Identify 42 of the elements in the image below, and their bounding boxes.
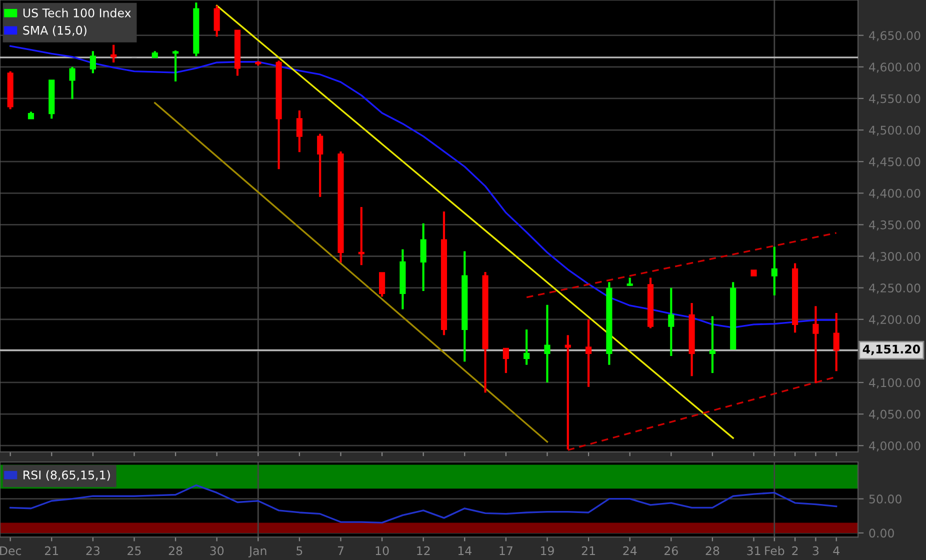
x-tick-label: 30 [210, 546, 224, 556]
x-tick-label: 31 [747, 546, 760, 556]
y-tick-label: 4,050.00 [869, 410, 920, 420]
y-tick-label: 4,600.00 [869, 62, 920, 73]
legend-label: SMA (15,0) [23, 26, 86, 36]
x-tick-label: 7 [338, 546, 344, 556]
x-tick-label: 5 [296, 546, 302, 556]
y-tick-label: 4,000.00 [869, 441, 920, 452]
y-tick-label: 4,100.00 [869, 378, 920, 388]
x-tick-label: 28 [706, 546, 720, 556]
x-tick-label: 10 [376, 546, 389, 556]
legend-label: RSI (8,65,15,1) [24, 470, 110, 481]
x-tick-label: 3 [812, 546, 819, 556]
x-tick-label: Jan [248, 546, 266, 558]
x-tick-label: 21 [582, 546, 595, 556]
x-tick-label: 24 [623, 546, 637, 556]
x-tick-label: 14 [458, 546, 472, 556]
x-tick-label: Feb [765, 546, 784, 556]
y-tick-label: 4,650.00 [869, 31, 920, 42]
y-tick-label: 4,550.00 [869, 94, 920, 104]
x-tick-label: 23 [86, 546, 100, 556]
x-tick-label: 17 [500, 546, 512, 556]
x-tick-label: 19 [541, 546, 554, 556]
x-tick-label: 28 [168, 546, 182, 556]
x-tick-label: 21 [44, 546, 58, 556]
y-tick-label: 4,250.00 [869, 284, 920, 294]
x-tick-label: Dec [0, 546, 22, 556]
y-tick-label: 4,350.00 [869, 220, 920, 231]
legend-label: US Tech 100 Index [23, 8, 131, 18]
y-tick-label: 4,400.00 [869, 188, 920, 199]
x-tick-label: 26 [664, 546, 678, 556]
y-tick-label: 4,500.00 [869, 126, 920, 136]
x-tick-label: 2 [792, 546, 798, 556]
y-tick-label: 4,200.00 [869, 315, 920, 326]
y-tick-label: 4,450.00 [869, 157, 920, 168]
y-tick-label: 4,300.00 [869, 252, 920, 262]
y-tick-label: 0.00 [869, 528, 894, 538]
x-tick-label: 25 [128, 546, 141, 556]
x-tick-label: 12 [417, 546, 430, 556]
x-tick-label: 4 [833, 546, 840, 556]
ref-line-label: 4,151.20 [862, 344, 920, 356]
y-tick-label: 50.00 [869, 494, 902, 504]
